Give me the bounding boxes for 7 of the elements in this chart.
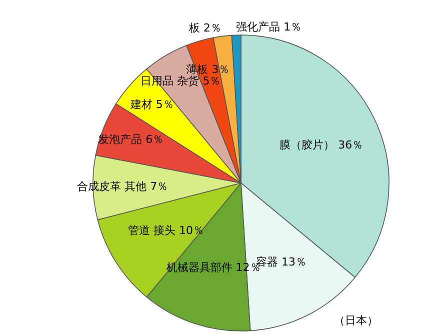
slice-label: 强化产品 1％ xyxy=(236,20,302,34)
slice-label: 建材 5％ xyxy=(129,98,174,112)
text: （日本） xyxy=(334,313,378,328)
slice-label: 板 2％ xyxy=(188,22,222,35)
slice-label: 合成皮革 其他 7％ xyxy=(77,180,168,194)
slice-label: 膜（胶片） 36％ xyxy=(280,138,364,152)
slice-label: 管道 接头 10％ xyxy=(128,224,204,238)
